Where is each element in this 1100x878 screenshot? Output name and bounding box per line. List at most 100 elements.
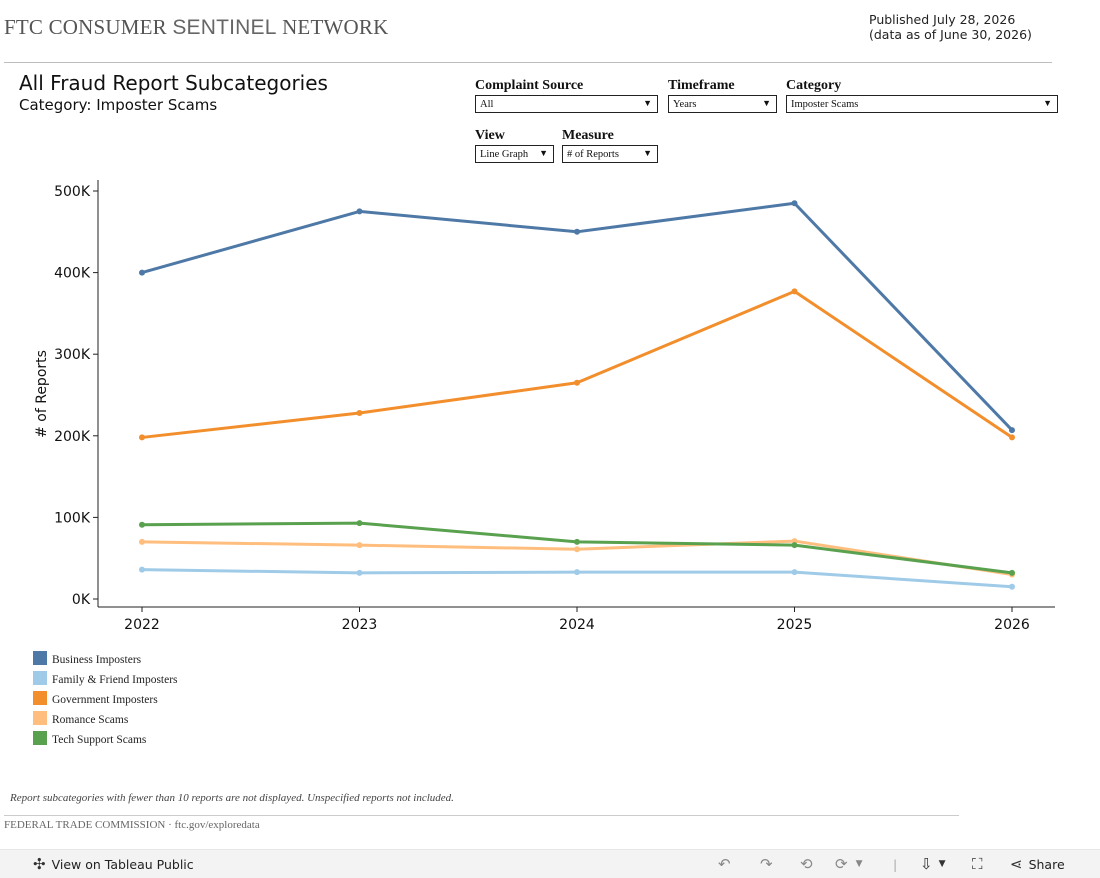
timeframe-value: Years	[673, 99, 697, 110]
data-point	[791, 542, 798, 549]
legend-item[interactable]: Romance Scams	[33, 711, 178, 731]
legend-label: Family & Friend Imposters	[52, 674, 178, 686]
complaint-source-value: All	[480, 99, 494, 110]
legend-item[interactable]: Government Imposters	[33, 691, 178, 711]
download-icon: ⇩	[920, 855, 933, 873]
y-tick-label: 100K	[54, 510, 91, 526]
measure-filter: Measure # of Reports ▼	[562, 128, 658, 163]
share-button[interactable]: ⋖ Share	[1010, 850, 1065, 878]
download-button[interactable]: ⇩ ▼	[920, 850, 946, 878]
measure-dropdown[interactable]: # of Reports ▼	[562, 145, 658, 163]
y-tick-label: 400K	[54, 266, 91, 282]
view-label: View	[475, 128, 505, 143]
series-line-business-imposters	[140, 201, 1014, 432]
x-tick-label: 2024	[559, 617, 595, 633]
y-axis-title: # of Reports	[34, 350, 50, 438]
data-point	[1009, 583, 1015, 590]
data-point	[139, 269, 145, 276]
data-point	[791, 200, 798, 207]
refresh-button[interactable]: ⟳ ▼	[835, 850, 863, 878]
dropdown-arrow-icon: ▼	[643, 98, 652, 108]
data-point	[791, 569, 798, 576]
y-tick-label: 500K	[54, 184, 91, 200]
redo-icon: ↷	[760, 855, 773, 873]
data-point	[356, 409, 363, 416]
data-point	[574, 569, 580, 576]
legend-item[interactable]: Tech Support Scams	[33, 731, 178, 751]
series-line-government-imposters	[140, 289, 1014, 439]
legend-swatch	[33, 671, 47, 685]
data-point	[574, 546, 580, 553]
legend-swatch	[33, 691, 47, 705]
dropdown-arrow-icon: ▼	[762, 98, 771, 108]
tableau-toolbar: ✣ View on Tableau Public ↶ ↷ ⟲ ⟳ ▼ | ⇩ ▼ ⛶…	[0, 849, 1100, 878]
x-tick-label: 2023	[342, 617, 378, 633]
y-tick-label: 0K	[72, 592, 91, 608]
footer-credit: FEDERAL TRADE COMMISSION · ftc.gov/explo…	[4, 819, 260, 831]
data-point	[139, 538, 145, 545]
fullscreen-button[interactable]: ⛶	[972, 850, 983, 878]
revert-icon: ⟲	[800, 855, 813, 873]
complaint-source-label: Complaint Source	[475, 78, 584, 93]
x-tick-label: 2025	[777, 617, 813, 633]
legend-label: Government Imposters	[52, 694, 158, 706]
share-icon: ⋖	[1010, 855, 1023, 873]
chart-legend: Business Imposters Family & Friend Impost…	[33, 651, 178, 751]
data-point	[1009, 427, 1015, 434]
view-value: Line Graph	[480, 149, 529, 160]
redo-button[interactable]: ↷	[760, 850, 773, 878]
data-point	[139, 434, 145, 441]
brand-text-part-1: FTC CONSUMER	[4, 15, 167, 39]
data-point	[139, 521, 145, 528]
revert-button[interactable]: ⟲	[800, 850, 813, 878]
category-value: Imposter Scams	[791, 99, 859, 110]
legend-swatch	[33, 731, 47, 745]
disclaimer-note: Report subcategories with fewer than 10 …	[10, 792, 454, 804]
header: FTC CONSUMER SENTINEL NETWORK Published …	[0, 0, 1100, 64]
download-dropdown-icon: ▼	[938, 859, 946, 869]
timeframe-label: Timeframe	[668, 78, 735, 93]
data-point	[1009, 569, 1015, 576]
legend-item[interactable]: Family & Friend Imposters	[33, 671, 178, 691]
timeframe-filter: Timeframe Years ▼	[668, 78, 777, 113]
data-point	[574, 228, 580, 235]
view-on-tableau-label: View on Tableau Public	[51, 856, 194, 872]
tableau-logo-icon: ✣	[33, 855, 46, 873]
legend-swatch	[33, 651, 47, 665]
view-filter: View Line Graph ▼	[475, 128, 554, 163]
x-tick-label: 2022	[124, 617, 160, 633]
complaint-source-filter: Complaint Source All ▼	[475, 78, 658, 113]
data-point	[356, 208, 363, 215]
y-tick-label: 300K	[54, 347, 91, 363]
category-filter: Category Imposter Scams ▼	[786, 78, 1058, 113]
complaint-source-dropdown[interactable]: All ▼	[475, 95, 658, 113]
data-point	[356, 569, 363, 576]
view-dropdown[interactable]: Line Graph ▼	[475, 145, 554, 163]
published-info: Published July 28, 2026 (data as of June…	[869, 12, 1032, 42]
dropdown-arrow-icon: ▼	[1043, 98, 1052, 108]
header-divider	[4, 62, 1052, 63]
legend-item[interactable]: Business Imposters	[33, 651, 178, 671]
view-on-tableau-button[interactable]: ✣ View on Tableau Public	[33, 850, 194, 878]
data-point	[1009, 434, 1015, 441]
line-chart: 0K 100K 200K 300K 400K 500K 2022 2023 2024 2025 20…	[34, 180, 1055, 633]
x-tick-label: 2026	[994, 617, 1030, 633]
data-point	[574, 379, 580, 386]
undo-icon: ↶	[718, 855, 731, 873]
page-title: All Fraud Report Subcategories	[19, 71, 328, 95]
legend-label: Business Imposters	[52, 654, 142, 666]
measure-label: Measure	[562, 128, 614, 143]
ftc-brand-logo: FTC CONSUMER SENTINEL NETWORK	[4, 15, 388, 40]
timeframe-dropdown[interactable]: Years ▼	[668, 95, 777, 113]
category-label: Category	[786, 78, 842, 93]
published-date: Published July 28, 2026	[869, 12, 1016, 27]
legend-swatch	[33, 711, 47, 725]
data-point	[791, 288, 798, 295]
brand-text-part-3: NETWORK	[282, 15, 389, 39]
data-as-of-date: (data as of June 30, 2026)	[869, 27, 1032, 42]
refresh-dropdown-icon: ▼	[855, 859, 863, 869]
undo-button[interactable]: ↶	[718, 850, 731, 878]
fullscreen-icon: ⛶	[972, 855, 983, 873]
category-dropdown[interactable]: Imposter Scams ▼	[786, 95, 1058, 113]
dropdown-arrow-icon: ▼	[539, 148, 548, 158]
